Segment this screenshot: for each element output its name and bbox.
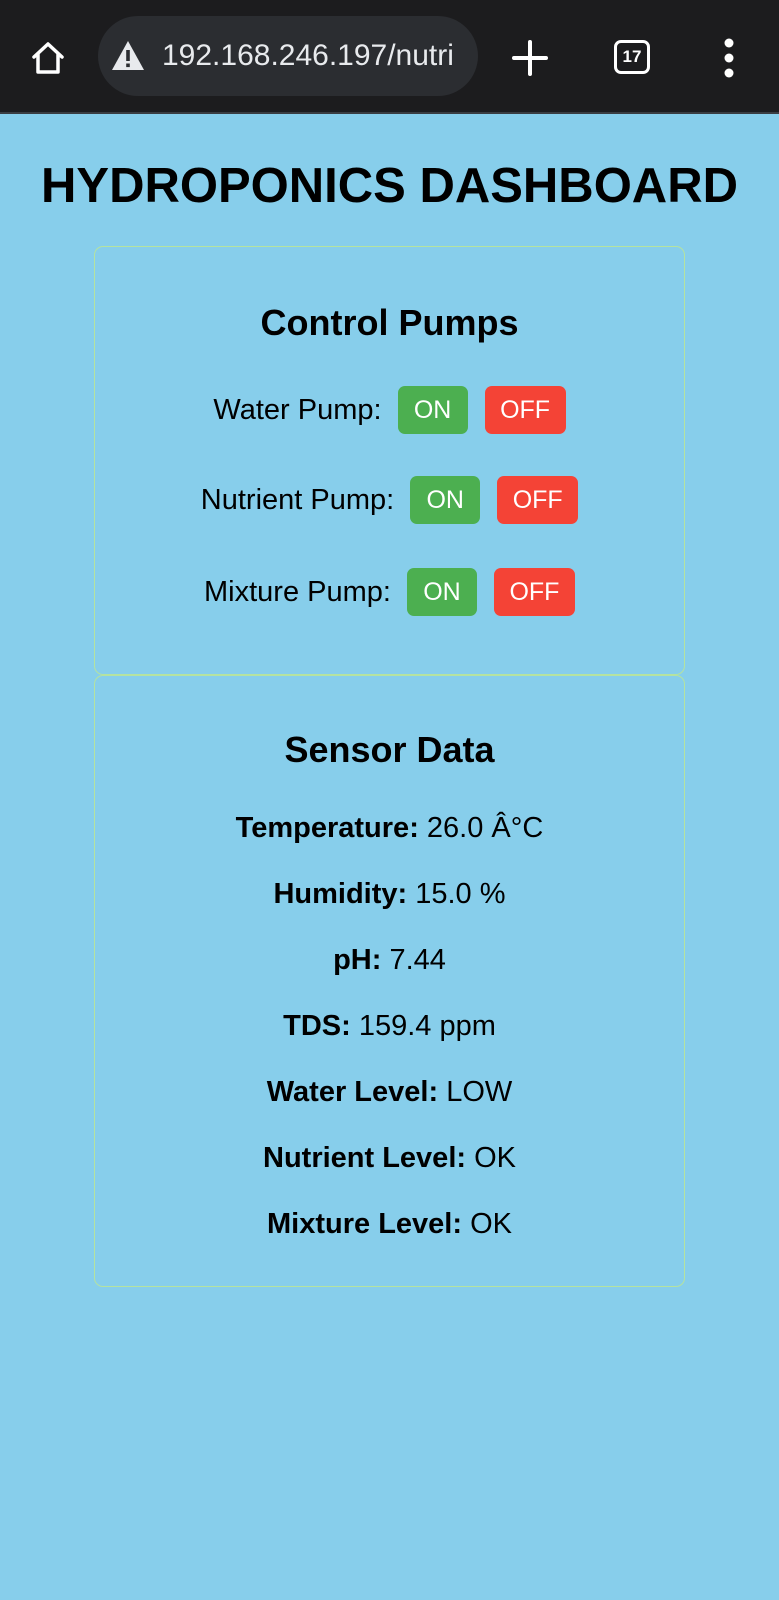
mixture-level-label: Mixture Level: — [267, 1208, 463, 1240]
ph-label: pH: — [333, 944, 382, 976]
sensor-data-card: Sensor Data Temperature: 26.0 Â°C Humidi… — [94, 675, 685, 1287]
ph-value: 7.44 — [389, 944, 446, 976]
humidity-label: Humidity: — [273, 878, 408, 910]
control-pumps-card: Control Pumps Water Pump: ON OFF Nutrien… — [94, 246, 685, 675]
mixture-pump-row: Mixture Pump: ON OFF — [95, 567, 684, 617]
water-pump-on-button[interactable]: ON — [397, 386, 468, 434]
control-pumps-heading: Control Pumps — [260, 302, 519, 343]
tds-value: 159.4 ppm — [358, 1010, 496, 1042]
nutrient-pump-off-button[interactable]: OFF — [497, 476, 579, 524]
mixture-pump-on-button[interactable]: ON — [406, 568, 477, 616]
water-pump-off-button[interactable]: OFF — [484, 386, 566, 434]
temperature-reading: Temperature: 26.0 Â°C — [95, 808, 684, 848]
page-title: HYDROPONICS DASHBOARD — [41, 159, 738, 213]
mixture-pump-label: Mixture Pump: — [204, 576, 391, 608]
water-level-reading: Water Level: LOW — [95, 1072, 684, 1112]
water-level-value: LOW — [446, 1076, 513, 1108]
warning-icon — [112, 41, 144, 70]
nutrient-level-reading: Nutrient Level: OK — [95, 1138, 684, 1178]
tab-count: 17 — [622, 47, 642, 66]
ph-reading: pH: 7.44 — [95, 940, 684, 980]
water-pump-row: Water Pump: ON OFF — [95, 385, 684, 435]
tds-label: TDS: — [283, 1010, 351, 1042]
nutrient-pump-label: Nutrient Pump: — [200, 484, 395, 516]
url-text[interactable]: 192.168.246.197/nutri — [162, 39, 454, 72]
humidity-value: 15.0 % — [415, 878, 506, 910]
tds-reading: TDS: 159.4 ppm — [95, 1006, 684, 1046]
water-level-label: Water Level: — [266, 1076, 439, 1108]
sensor-data-heading: Sensor Data — [284, 729, 495, 770]
home-icon[interactable] — [26, 36, 70, 80]
mixture-pump-off-button[interactable]: OFF — [493, 568, 575, 616]
nutrient-pump-on-button[interactable]: ON — [410, 476, 481, 524]
mixture-level-reading: Mixture Level: OK — [95, 1204, 684, 1244]
nutrient-level-value: OK — [474, 1142, 516, 1174]
humidity-reading: Humidity: 15.0 % — [95, 874, 684, 914]
address-bar[interactable]: 192.168.246.197/nutri — [98, 16, 478, 96]
nutrient-level-label: Nutrient Level: — [263, 1142, 467, 1174]
plus-icon[interactable] — [508, 36, 552, 80]
temperature-label: Temperature: — [235, 812, 419, 844]
mixture-level-value: OK — [470, 1208, 512, 1240]
temperature-value: 26.0 Â°C — [426, 812, 544, 844]
browser-toolbar: 192.168.246.197/nutri 17 — [0, 0, 779, 114]
more-menu-icon[interactable] — [714, 36, 744, 80]
nutrient-pump-row: Nutrient Pump: ON OFF — [95, 475, 684, 525]
water-pump-label: Water Pump: — [213, 394, 382, 426]
tab-switcher-button[interactable]: 17 — [614, 40, 650, 74]
